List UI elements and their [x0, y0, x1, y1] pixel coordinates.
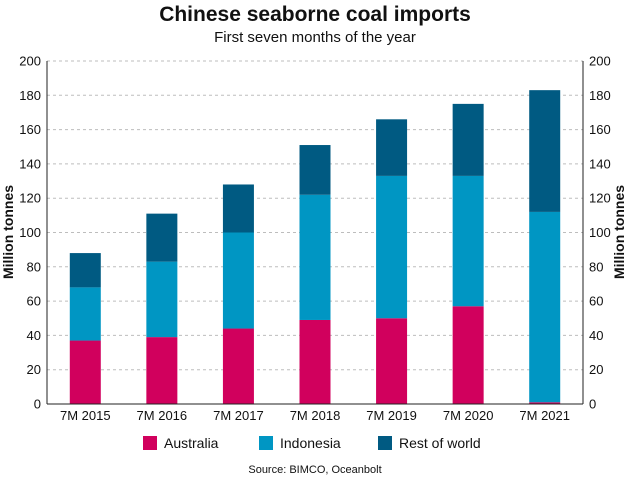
chart-subtitle: First seven months of the year: [214, 29, 416, 46]
legend-label: Australia: [164, 435, 219, 451]
y-tick-label-left: 40: [27, 328, 41, 343]
y-tick-label-left: 200: [19, 54, 41, 69]
bar-stack: [529, 90, 561, 404]
gridlines: [47, 60, 583, 371]
y-tick-label-left: 100: [19, 225, 41, 240]
legend-item: Australia: [143, 435, 219, 451]
y-axis-title-left: Million tonnes: [0, 185, 16, 279]
bar-segment-indonesia: [222, 232, 254, 329]
legend-item: Indonesia: [259, 435, 341, 451]
x-tick-label: 7M 2015: [60, 408, 111, 423]
bar-segment-indonesia: [146, 261, 178, 338]
legend-label: Indonesia: [280, 435, 341, 451]
axes: [46, 61, 584, 405]
y-tick-label-left: 120: [19, 191, 41, 206]
y-tick-label-right: 140: [589, 156, 611, 171]
y-tick-label-left: 140: [19, 156, 41, 171]
legend-item: Rest of world: [378, 435, 481, 451]
y-axis-left-ticks: 0 20 40 60 80 100 120 140 160 180 200: [19, 54, 41, 412]
bar-segment-rest-of-world: [69, 253, 101, 288]
bar-segment-australia: [529, 402, 561, 404]
y-tick-label-left: 180: [19, 88, 41, 103]
bar-segment-indonesia: [69, 287, 101, 341]
x-tick-label: 7M 2020: [443, 408, 494, 423]
y-axis-right-ticks: 0 20 40 60 80 100 120 140 160 180 200: [589, 54, 611, 412]
legend-swatch: [143, 436, 157, 450]
source-note: Source: BIMCO, Oceanbolt: [248, 464, 381, 476]
bar-stack: [69, 253, 101, 404]
chart-title: Chinese seaborne coal imports: [159, 3, 471, 26]
bar-segment-rest-of-world: [146, 213, 178, 262]
bar-stack: [452, 103, 484, 404]
y-tick-label-right: 200: [589, 54, 611, 69]
y-tick-label-right: 40: [589, 328, 603, 343]
bar-segment-australia: [69, 340, 101, 404]
y-tick-label-left: 160: [19, 122, 41, 137]
bar-stack: [222, 184, 254, 404]
bar-segment-rest-of-world: [529, 90, 561, 212]
bar-stack: [146, 213, 178, 404]
bar-segment-australia: [222, 328, 254, 404]
x-tick-label: 7M 2016: [137, 408, 188, 423]
y-tick-label-right: 0: [589, 397, 596, 412]
bar-segment-australia: [299, 319, 331, 404]
bar-segment-rest-of-world: [222, 184, 254, 233]
y-tick-label-right: 60: [589, 294, 603, 309]
y-tick-label-left: 20: [27, 362, 41, 377]
bar-segment-australia: [146, 337, 178, 404]
bar-segment-rest-of-world: [452, 103, 484, 176]
bar-segment-indonesia: [452, 175, 484, 307]
legend-swatch: [378, 436, 392, 450]
bar-segment-rest-of-world: [299, 145, 331, 195]
y-tick-label-right: 20: [589, 362, 603, 377]
legend-label: Rest of world: [399, 435, 481, 451]
y-tick-label-left: 80: [27, 259, 41, 274]
bar-segment-indonesia: [299, 194, 331, 320]
y-axis-title-right: Million tonnes: [611, 185, 627, 279]
bar-stack: [299, 145, 331, 404]
y-tick-label-right: 100: [589, 225, 611, 240]
y-tick-label-right: 180: [589, 88, 611, 103]
bar-segment-australia: [376, 318, 408, 404]
bar-stack: [376, 119, 408, 404]
bar-segment-indonesia: [529, 211, 561, 403]
x-axis-ticks: 7M 2015 7M 2016 7M 2017 7M 2018 7M 2019 7M 20…: [60, 408, 570, 423]
legend-swatch: [259, 436, 273, 450]
x-tick-label: 7M 2021: [519, 408, 570, 423]
x-tick-label: 7M 2019: [366, 408, 417, 423]
y-tick-label-right: 160: [589, 122, 611, 137]
bar-segment-rest-of-world: [376, 119, 408, 176]
y-tick-label-left: 60: [27, 294, 41, 309]
y-tick-label-right: 120: [589, 191, 611, 206]
legend: Australia Indonesia Rest of world: [143, 435, 481, 451]
bars: [69, 90, 561, 404]
x-tick-label: 7M 2018: [290, 408, 341, 423]
bar-segment-australia: [452, 306, 484, 404]
y-tick-label-left: 0: [34, 397, 41, 412]
bar-segment-indonesia: [376, 175, 408, 319]
y-tick-label-right: 80: [589, 259, 603, 274]
x-tick-label: 7M 2017: [213, 408, 264, 423]
